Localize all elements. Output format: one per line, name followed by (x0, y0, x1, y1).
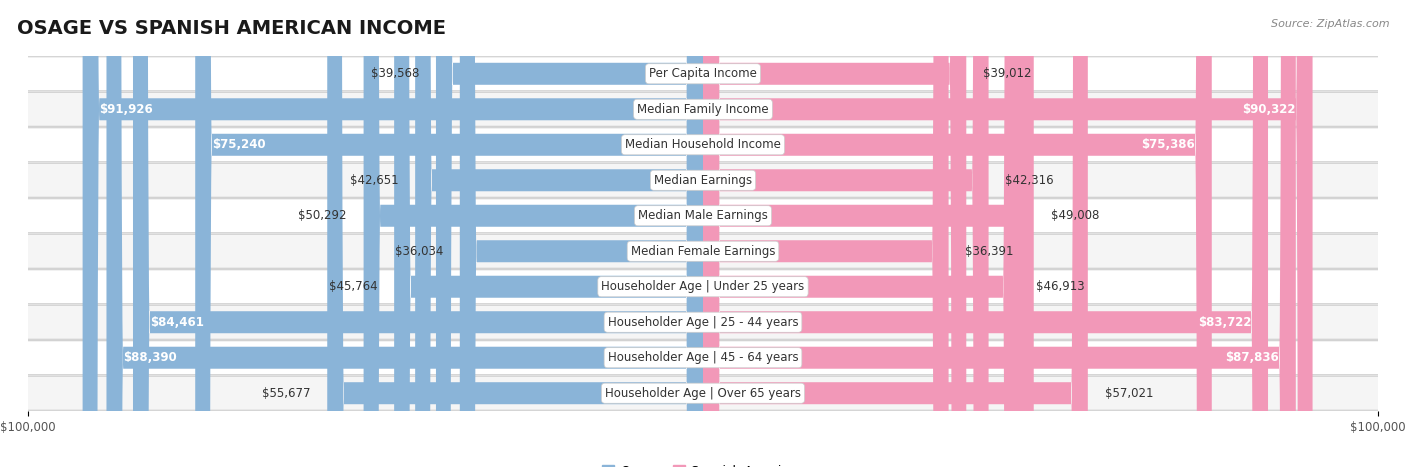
Text: $36,391: $36,391 (966, 245, 1014, 258)
Text: Source: ZipAtlas.com: Source: ZipAtlas.com (1271, 19, 1389, 28)
Text: Householder Age | 45 - 64 years: Householder Age | 45 - 64 years (607, 351, 799, 364)
Text: Median Female Earnings: Median Female Earnings (631, 245, 775, 258)
FancyBboxPatch shape (703, 0, 966, 467)
Text: OSAGE VS SPANISH AMERICAN INCOME: OSAGE VS SPANISH AMERICAN INCOME (17, 19, 446, 38)
FancyBboxPatch shape (8, 128, 1398, 162)
Text: $88,390: $88,390 (124, 351, 177, 364)
Text: $42,316: $42,316 (1005, 174, 1054, 187)
Text: Householder Age | 25 - 44 years: Householder Age | 25 - 44 years (607, 316, 799, 329)
FancyBboxPatch shape (436, 0, 703, 467)
FancyBboxPatch shape (107, 0, 703, 467)
Text: $49,008: $49,008 (1050, 209, 1099, 222)
FancyBboxPatch shape (8, 270, 1398, 304)
FancyBboxPatch shape (8, 57, 1398, 91)
FancyBboxPatch shape (8, 305, 1398, 339)
FancyBboxPatch shape (8, 199, 1398, 233)
Text: $87,836: $87,836 (1225, 351, 1279, 364)
FancyBboxPatch shape (364, 0, 703, 467)
FancyBboxPatch shape (8, 376, 1398, 410)
Text: $42,651: $42,651 (350, 174, 398, 187)
Text: Householder Age | Under 25 years: Householder Age | Under 25 years (602, 280, 804, 293)
FancyBboxPatch shape (703, 0, 1033, 467)
FancyBboxPatch shape (394, 0, 703, 467)
Text: $55,677: $55,677 (262, 387, 311, 400)
FancyBboxPatch shape (460, 0, 703, 467)
Text: Householder Age | Over 65 years: Householder Age | Over 65 years (605, 387, 801, 400)
Text: $84,461: $84,461 (150, 316, 204, 329)
Text: $50,292: $50,292 (298, 209, 347, 222)
Text: $36,034: $36,034 (395, 245, 443, 258)
Text: $90,322: $90,322 (1241, 103, 1296, 116)
FancyBboxPatch shape (703, 0, 1088, 467)
Text: $45,764: $45,764 (329, 280, 377, 293)
FancyBboxPatch shape (703, 0, 1268, 467)
Text: $39,012: $39,012 (983, 67, 1032, 80)
Text: $91,926: $91,926 (100, 103, 153, 116)
FancyBboxPatch shape (8, 163, 1398, 197)
FancyBboxPatch shape (703, 0, 988, 467)
Text: $75,386: $75,386 (1142, 138, 1195, 151)
FancyBboxPatch shape (8, 234, 1398, 268)
Legend: Osage, Spanish American: Osage, Spanish American (596, 460, 810, 467)
FancyBboxPatch shape (703, 0, 1019, 467)
Text: $39,568: $39,568 (371, 67, 419, 80)
FancyBboxPatch shape (703, 0, 1212, 467)
Text: Median Male Earnings: Median Male Earnings (638, 209, 768, 222)
FancyBboxPatch shape (8, 341, 1398, 375)
Text: $46,913: $46,913 (1036, 280, 1085, 293)
FancyBboxPatch shape (703, 0, 1313, 467)
FancyBboxPatch shape (328, 0, 703, 467)
FancyBboxPatch shape (703, 0, 949, 467)
FancyBboxPatch shape (83, 0, 703, 467)
Text: $75,240: $75,240 (212, 138, 266, 151)
FancyBboxPatch shape (703, 0, 1296, 467)
FancyBboxPatch shape (415, 0, 703, 467)
Text: $83,722: $83,722 (1198, 316, 1251, 329)
Text: $57,021: $57,021 (1105, 387, 1153, 400)
Text: Median Earnings: Median Earnings (654, 174, 752, 187)
Text: Median Family Income: Median Family Income (637, 103, 769, 116)
FancyBboxPatch shape (134, 0, 703, 467)
Text: Median Household Income: Median Household Income (626, 138, 780, 151)
Text: Per Capita Income: Per Capita Income (650, 67, 756, 80)
FancyBboxPatch shape (195, 0, 703, 467)
FancyBboxPatch shape (8, 92, 1398, 126)
